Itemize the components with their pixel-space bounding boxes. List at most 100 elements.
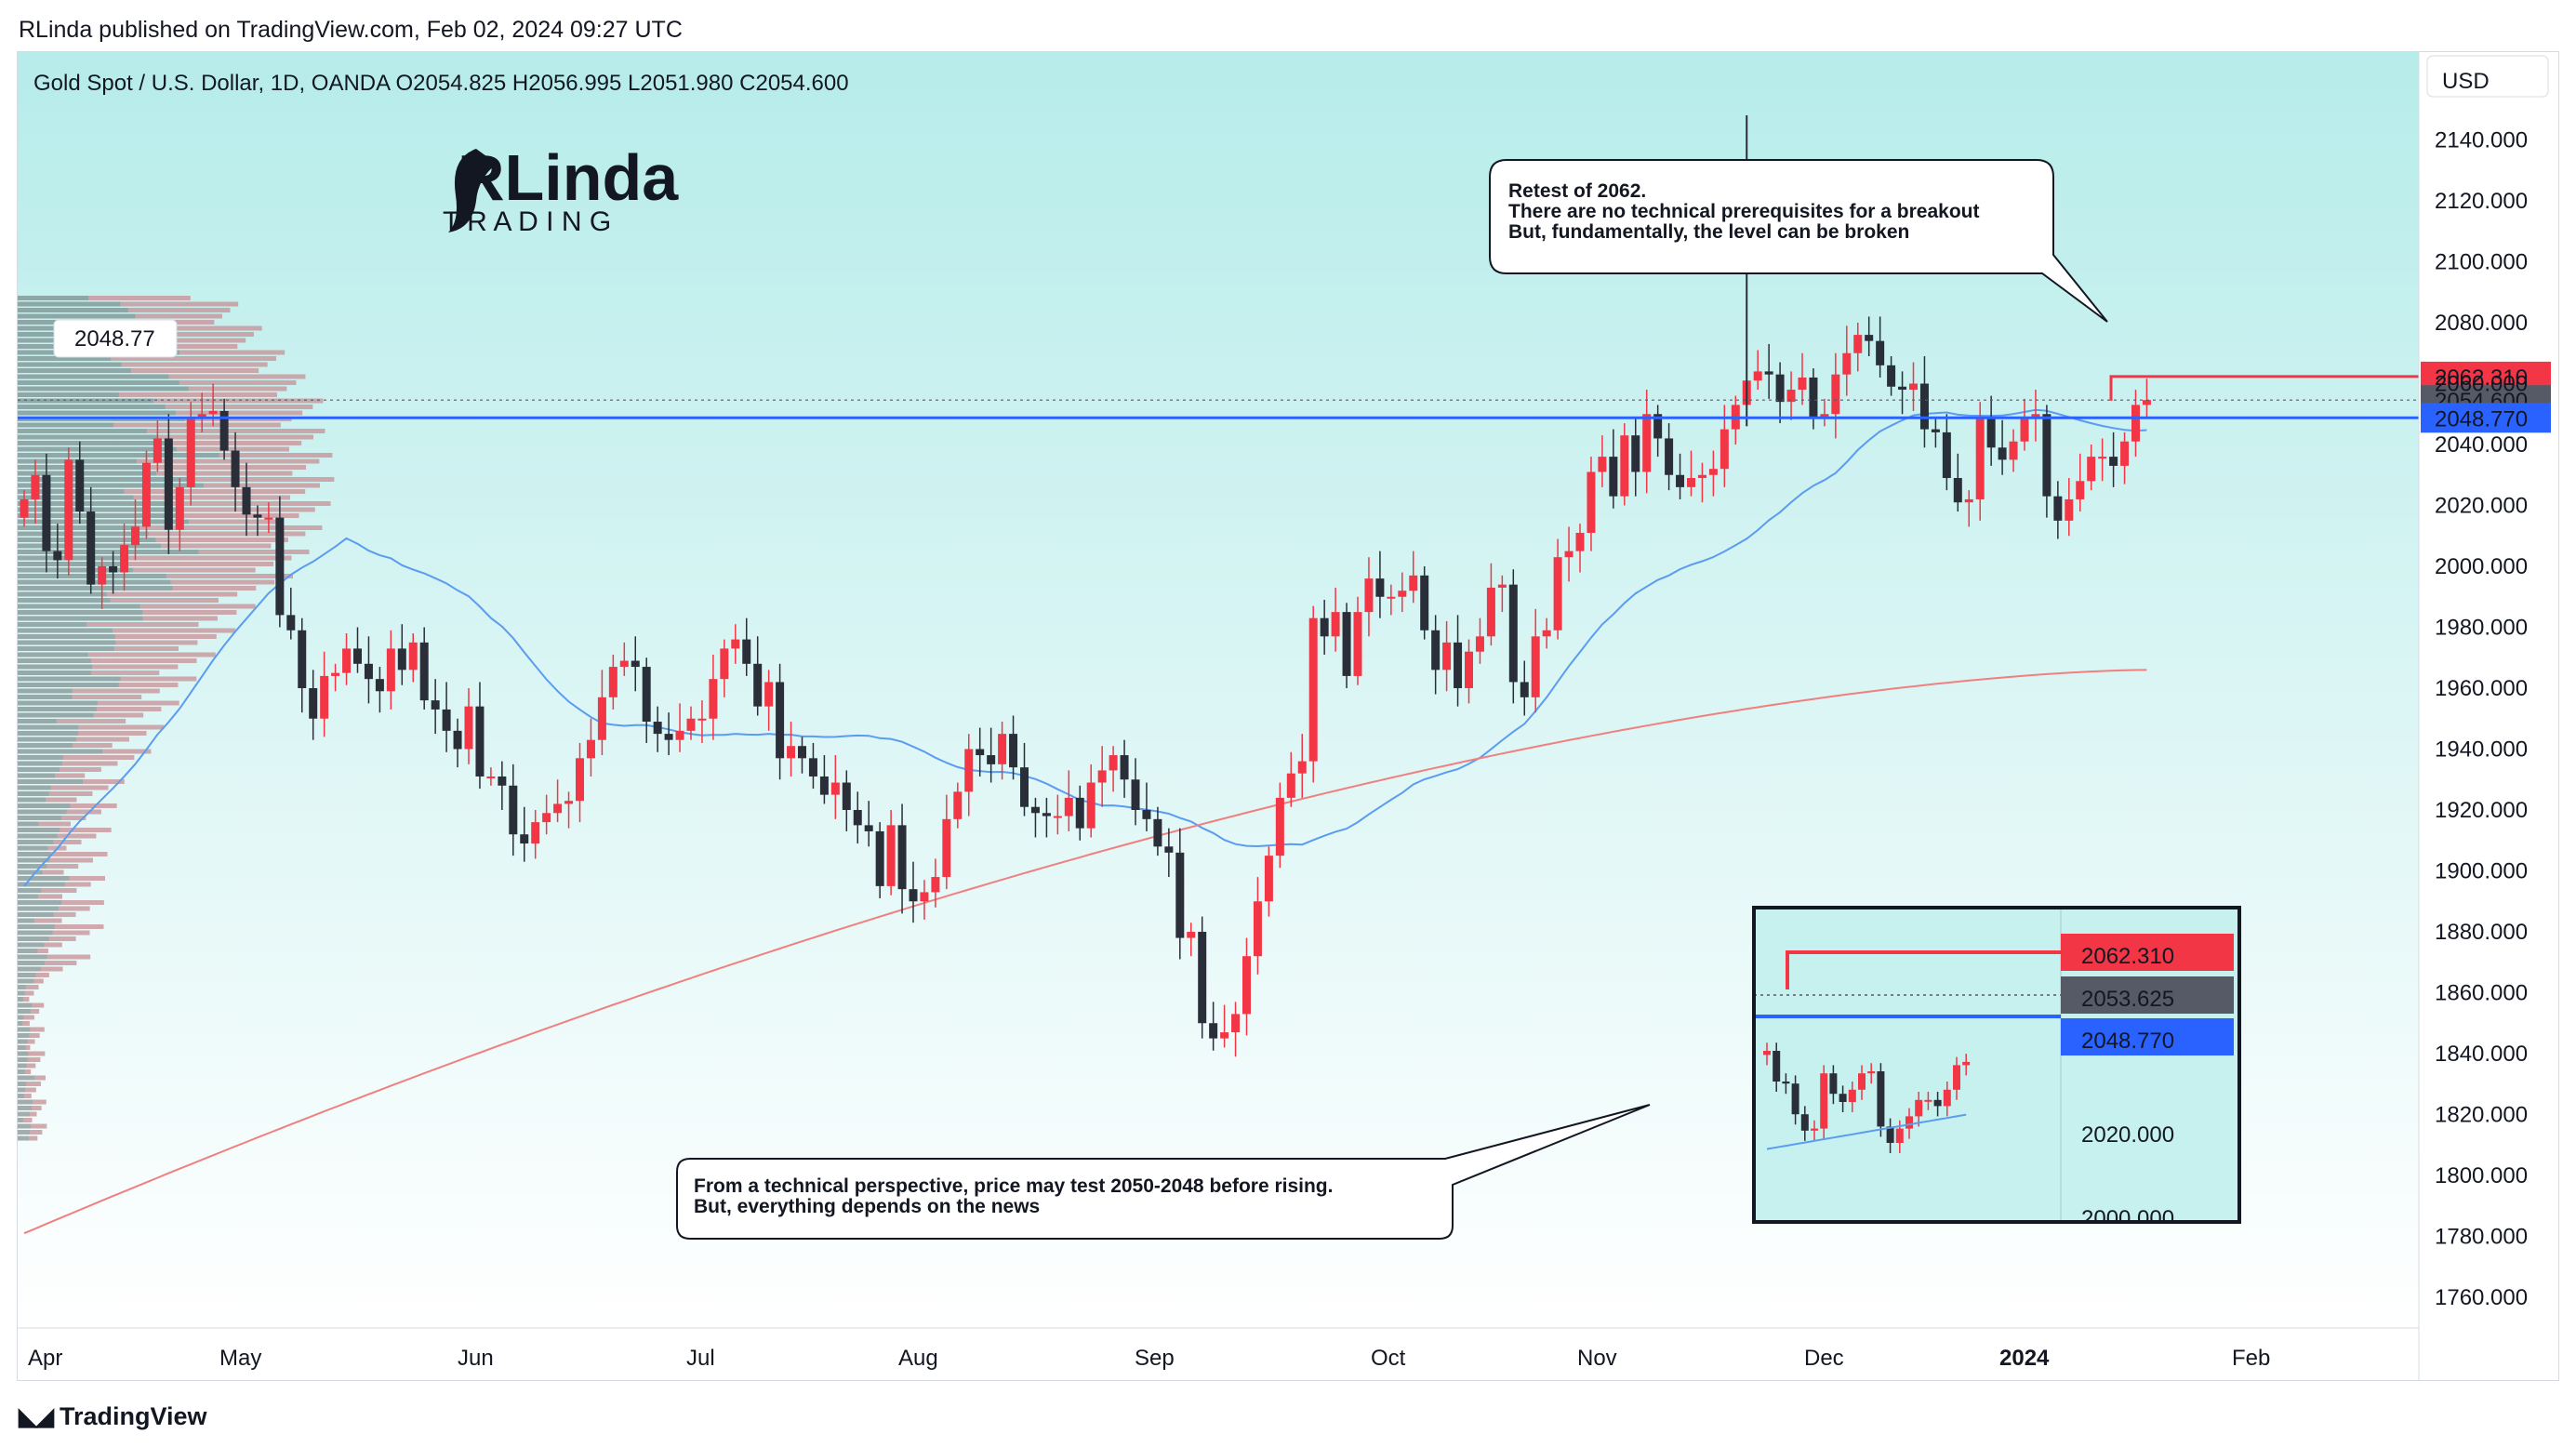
candle-body [2053,496,2063,521]
candle-body [1764,371,1773,375]
vp-bar-up [29,1033,40,1038]
price-tick-label: 1900.000 [2435,859,2528,884]
inset-resistance-line [1786,950,2061,989]
vp-bar-up [118,683,179,687]
vp-bar-up [130,368,259,373]
candle-body [830,782,840,795]
vp-bar-up [44,942,62,948]
vp-bar-down [18,683,179,687]
candle-body [442,709,451,731]
candle-body [842,782,851,810]
vp-bar-up [25,985,39,989]
price-tick-label: 1840.000 [2435,1042,2528,1067]
candle-body [1809,377,1818,418]
vp-bar-up [141,320,215,325]
candle-body [1198,932,1207,1024]
candle-body [2120,441,2130,466]
callout-technical-line: But, everything depends on the news [694,1196,1040,1217]
vp-bar-up [41,888,77,893]
vp-bar-down [18,949,48,953]
candle-body [1253,901,1262,957]
candle-body [509,785,518,835]
candle-body [1086,782,1095,829]
candle-body [141,462,151,527]
ma-slow-line [23,669,2147,1235]
price-tick-label: 1960.000 [2435,676,2528,701]
price-tick-label: 2080.000 [2435,311,2528,336]
vp-bar-up [115,640,198,645]
vp-bar-down [18,707,162,711]
candle-body [1109,755,1118,771]
candle-body [1320,617,1329,637]
candle-body [1497,584,1507,588]
callout-technical-line: From a technical perspective, price may … [694,1175,1333,1197]
candle-body [320,675,329,719]
candle-body [1931,429,1940,432]
candle-body [2065,498,2074,521]
candle-body [1998,447,2007,460]
vp-bar-up [127,562,274,566]
vp-bar-up [72,695,142,699]
vp-bar-up [110,598,219,603]
inset-candle-body [1811,1128,1818,1131]
candle-body [764,682,774,707]
vp-bar-up [120,676,197,682]
vp-bar-down [18,1045,31,1050]
vp-bar-up [172,586,257,591]
vp-bar-down [18,779,125,784]
vp-bar-up [97,700,179,706]
price-tick-label: 1780.000 [2435,1225,2528,1250]
vp-bar-up [139,604,256,609]
vp-bar-up [91,670,160,675]
candle-body [675,730,684,740]
tradingview-brand[interactable]: ◣◢ TradingView [19,1402,207,1431]
candle-body [564,801,574,804]
candle-body [1064,797,1073,816]
candle-body [1665,438,1674,475]
vp-bar-up [56,719,126,724]
candle-body [1842,352,1852,375]
inset-candle-body [1924,1099,1932,1102]
candle-body [286,615,296,631]
candle-body [298,630,307,688]
vp-bar-up [121,332,254,337]
vp-bar-down [18,670,160,675]
time-axis[interactable]: Apr May Jun Jul Aug Sep Oct Nov Dec 2024 Feb [18,1327,2419,1371]
vp-bar-down [18,833,97,839]
candle-body [897,825,907,890]
vp-bar-up [87,652,216,657]
candle-body [720,648,729,680]
vp-bar-up [124,489,306,494]
vp-bar-up [133,495,291,500]
vp-bar-up [24,1069,32,1074]
candle-body [1353,612,1362,676]
candle-body [175,486,184,530]
candle-body [131,526,139,546]
inset-candle-body [1962,1061,1971,1066]
candle-body [1286,773,1295,798]
vp-bar-up [78,724,165,730]
price-axis[interactable]: USD 2140.000 2120.000 2100.000 2080.000 2060.… [2418,52,2549,1380]
vp-bar-up [179,350,285,355]
vp-bar-up [52,930,90,936]
woman-profile-logo [448,149,497,232]
vp-bar-up [37,894,62,899]
candle-body [86,511,96,585]
candle-body [1642,414,1652,472]
time-tick-label: Feb [2232,1346,2270,1371]
candle-body [431,700,440,710]
candle-body [2031,414,2040,418]
candle-body [120,545,129,573]
candle-body [1942,431,1951,479]
vp-poc-label: 2048.77 [74,326,155,352]
vp-bar-up [23,997,30,1002]
candle-body [2076,481,2085,499]
inset-candle-body [1867,1071,1876,1074]
vp-bar-up [23,1118,33,1122]
vp-bar-up [34,1075,46,1081]
candle-body [1697,474,1706,479]
inset-candle-body [1829,1073,1838,1095]
candle-body [264,517,273,520]
candle-body [542,813,551,823]
